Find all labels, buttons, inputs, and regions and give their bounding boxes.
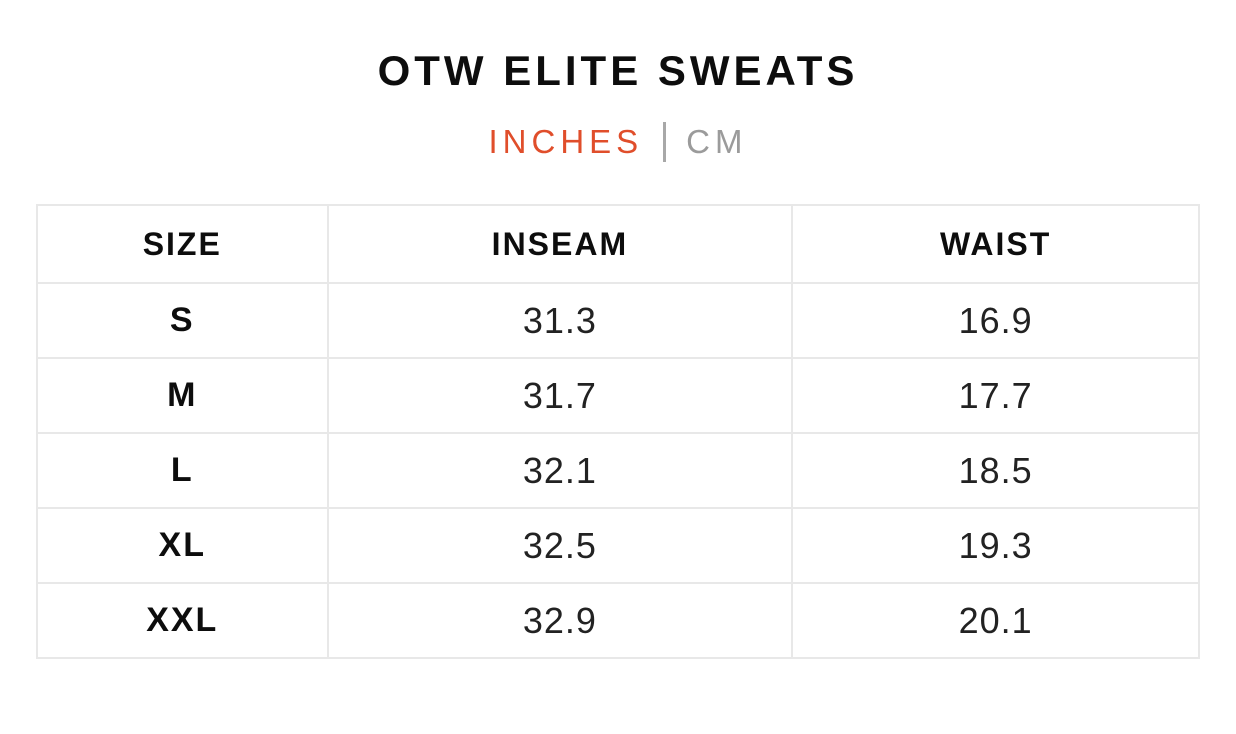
cell-size: XL: [36, 507, 329, 585]
cell-inseam: 31.3: [326, 282, 794, 360]
unit-toggle: INCHES CM: [0, 122, 1236, 163]
cell-waist: 19.3: [791, 507, 1200, 585]
cell-inseam: 31.7: [326, 357, 794, 435]
cell-inseam: 32.5: [326, 507, 794, 585]
cell-waist: 16.9: [791, 282, 1200, 360]
cell-inseam: 32.9: [326, 582, 794, 660]
column-header-size: SIZE: [36, 204, 329, 285]
table-row: XL 32.5 19.3: [36, 507, 1200, 585]
cell-waist: 18.5: [791, 432, 1200, 510]
unit-option-inches[interactable]: INCHES: [488, 123, 644, 161]
cell-size: XXL: [36, 582, 329, 660]
cell-size: M: [36, 357, 329, 435]
unit-separator: [663, 122, 667, 163]
cell-inseam: 32.1: [326, 432, 794, 510]
page-title: OTW ELITE SWEATS: [377, 47, 859, 94]
cell-waist: 17.7: [791, 357, 1200, 435]
cell-size: S: [36, 282, 329, 360]
table-row: M 31.7 17.7: [36, 357, 1200, 435]
table-row: S 31.3 16.9: [36, 282, 1200, 360]
cell-size: L: [36, 432, 329, 510]
table-row: XXL 32.9 20.1: [36, 582, 1200, 660]
header-row: SIZE INSEAM WAIST: [36, 204, 1200, 285]
size-chart-table: SIZE INSEAM WAIST S 31.3 16.9 M 31.7 17.…: [36, 204, 1200, 660]
cell-waist: 20.1: [791, 582, 1200, 660]
column-header-waist: WAIST: [791, 204, 1200, 285]
table-row: L 32.1 18.5: [36, 432, 1200, 510]
unit-option-cm[interactable]: CM: [686, 123, 748, 161]
column-header-inseam: INSEAM: [326, 204, 794, 285]
